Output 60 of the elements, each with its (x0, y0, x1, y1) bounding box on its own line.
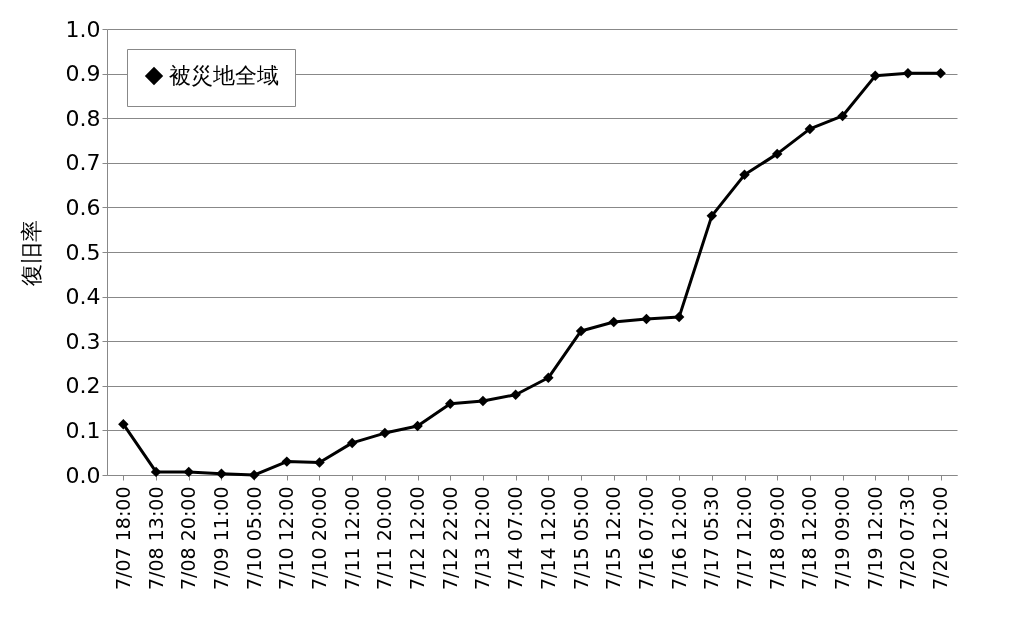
y-tick-label: 0.1 (65, 417, 101, 443)
x-tick-label: 7/07 18:00 (111, 486, 134, 590)
y-tick-label: 0.2 (65, 373, 101, 399)
x-tick-label: 7/11 20:00 (373, 486, 396, 590)
point (477, 395, 489, 407)
x-tick-label: 7/12 22:00 (438, 486, 461, 590)
point (183, 466, 194, 478)
point (837, 110, 848, 122)
x-tick-label: 7/13 12:00 (471, 486, 494, 590)
legend-label: 被災地全域 (169, 63, 279, 88)
x-tick-label: 7/18 09:00 (765, 486, 788, 590)
point (379, 427, 391, 439)
point (543, 372, 554, 384)
point (510, 389, 521, 400)
point (314, 457, 325, 468)
point (445, 398, 456, 409)
point (739, 169, 750, 181)
point (771, 148, 783, 160)
point (641, 313, 652, 325)
x-tick-label: 7/14 12:00 (536, 486, 559, 590)
x-tick-label: 7/17 05:30 (700, 486, 723, 590)
y-tick-label: 0.0 (65, 462, 101, 488)
y-tick-label: 0.3 (65, 328, 101, 354)
x-tick-label: 7/20 07:30 (896, 486, 919, 590)
y-tick-label: 0.6 (65, 194, 101, 220)
y-axis-title: 復旧率 (18, 219, 44, 286)
x-tick-label: 7/11 12:00 (340, 486, 363, 590)
x-tick-label: 7/10 12:00 (275, 486, 298, 590)
point (870, 70, 881, 82)
x-tick-label: 7/12 12:00 (406, 486, 429, 590)
point (346, 437, 358, 449)
x-tick-label: 7/10 20:00 (308, 486, 330, 590)
x-tick-label: 7/19 09:00 (831, 486, 854, 590)
x-tick-label: 7/16 12:00 (667, 486, 690, 590)
x-tick-label: 7/20 12:00 (929, 486, 952, 590)
point (216, 468, 227, 479)
x-tick-label: 7/08 20:00 (177, 486, 200, 590)
y-tick-label: 0.9 (65, 61, 101, 87)
x-tick-label: 7/18 12:00 (798, 486, 821, 590)
x-tick-label: 7/16 07:00 (634, 486, 657, 590)
x-tick-label: 7/09 11:00 (209, 486, 232, 590)
y-tick-label: 0.5 (65, 239, 101, 265)
point (412, 420, 423, 432)
point (118, 418, 129, 430)
x-tick-label: 7/08 13:00 (144, 486, 167, 590)
x-tick-label: 7/15 05:00 (569, 486, 592, 590)
point (575, 325, 587, 337)
x-tick-label: 7/10 05:00 (242, 486, 265, 590)
y-tick-label: 1.0 (65, 16, 101, 42)
y-tick-label: 0.4 (65, 284, 101, 310)
y-tick-label: 0.8 (65, 105, 101, 131)
x-tick-label: 7/19 12:00 (863, 486, 886, 590)
point (706, 210, 718, 222)
x-tick-label: 7/15 12:00 (602, 486, 625, 590)
x-tick-label: 7/14 07:00 (504, 486, 527, 590)
point (935, 67, 946, 79)
x-tick-label: 7/17 12:00 (733, 486, 755, 590)
point (804, 123, 816, 135)
point (608, 316, 619, 328)
y-tick-label: 0.7 (65, 150, 101, 176)
